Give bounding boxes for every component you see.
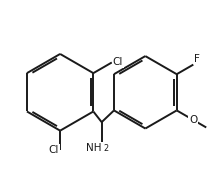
Text: 2: 2 [104,144,109,153]
Text: F: F [194,53,200,64]
Text: O: O [189,115,198,125]
Text: Cl: Cl [113,57,123,67]
Text: NH: NH [86,143,102,153]
Text: Cl: Cl [49,145,59,155]
